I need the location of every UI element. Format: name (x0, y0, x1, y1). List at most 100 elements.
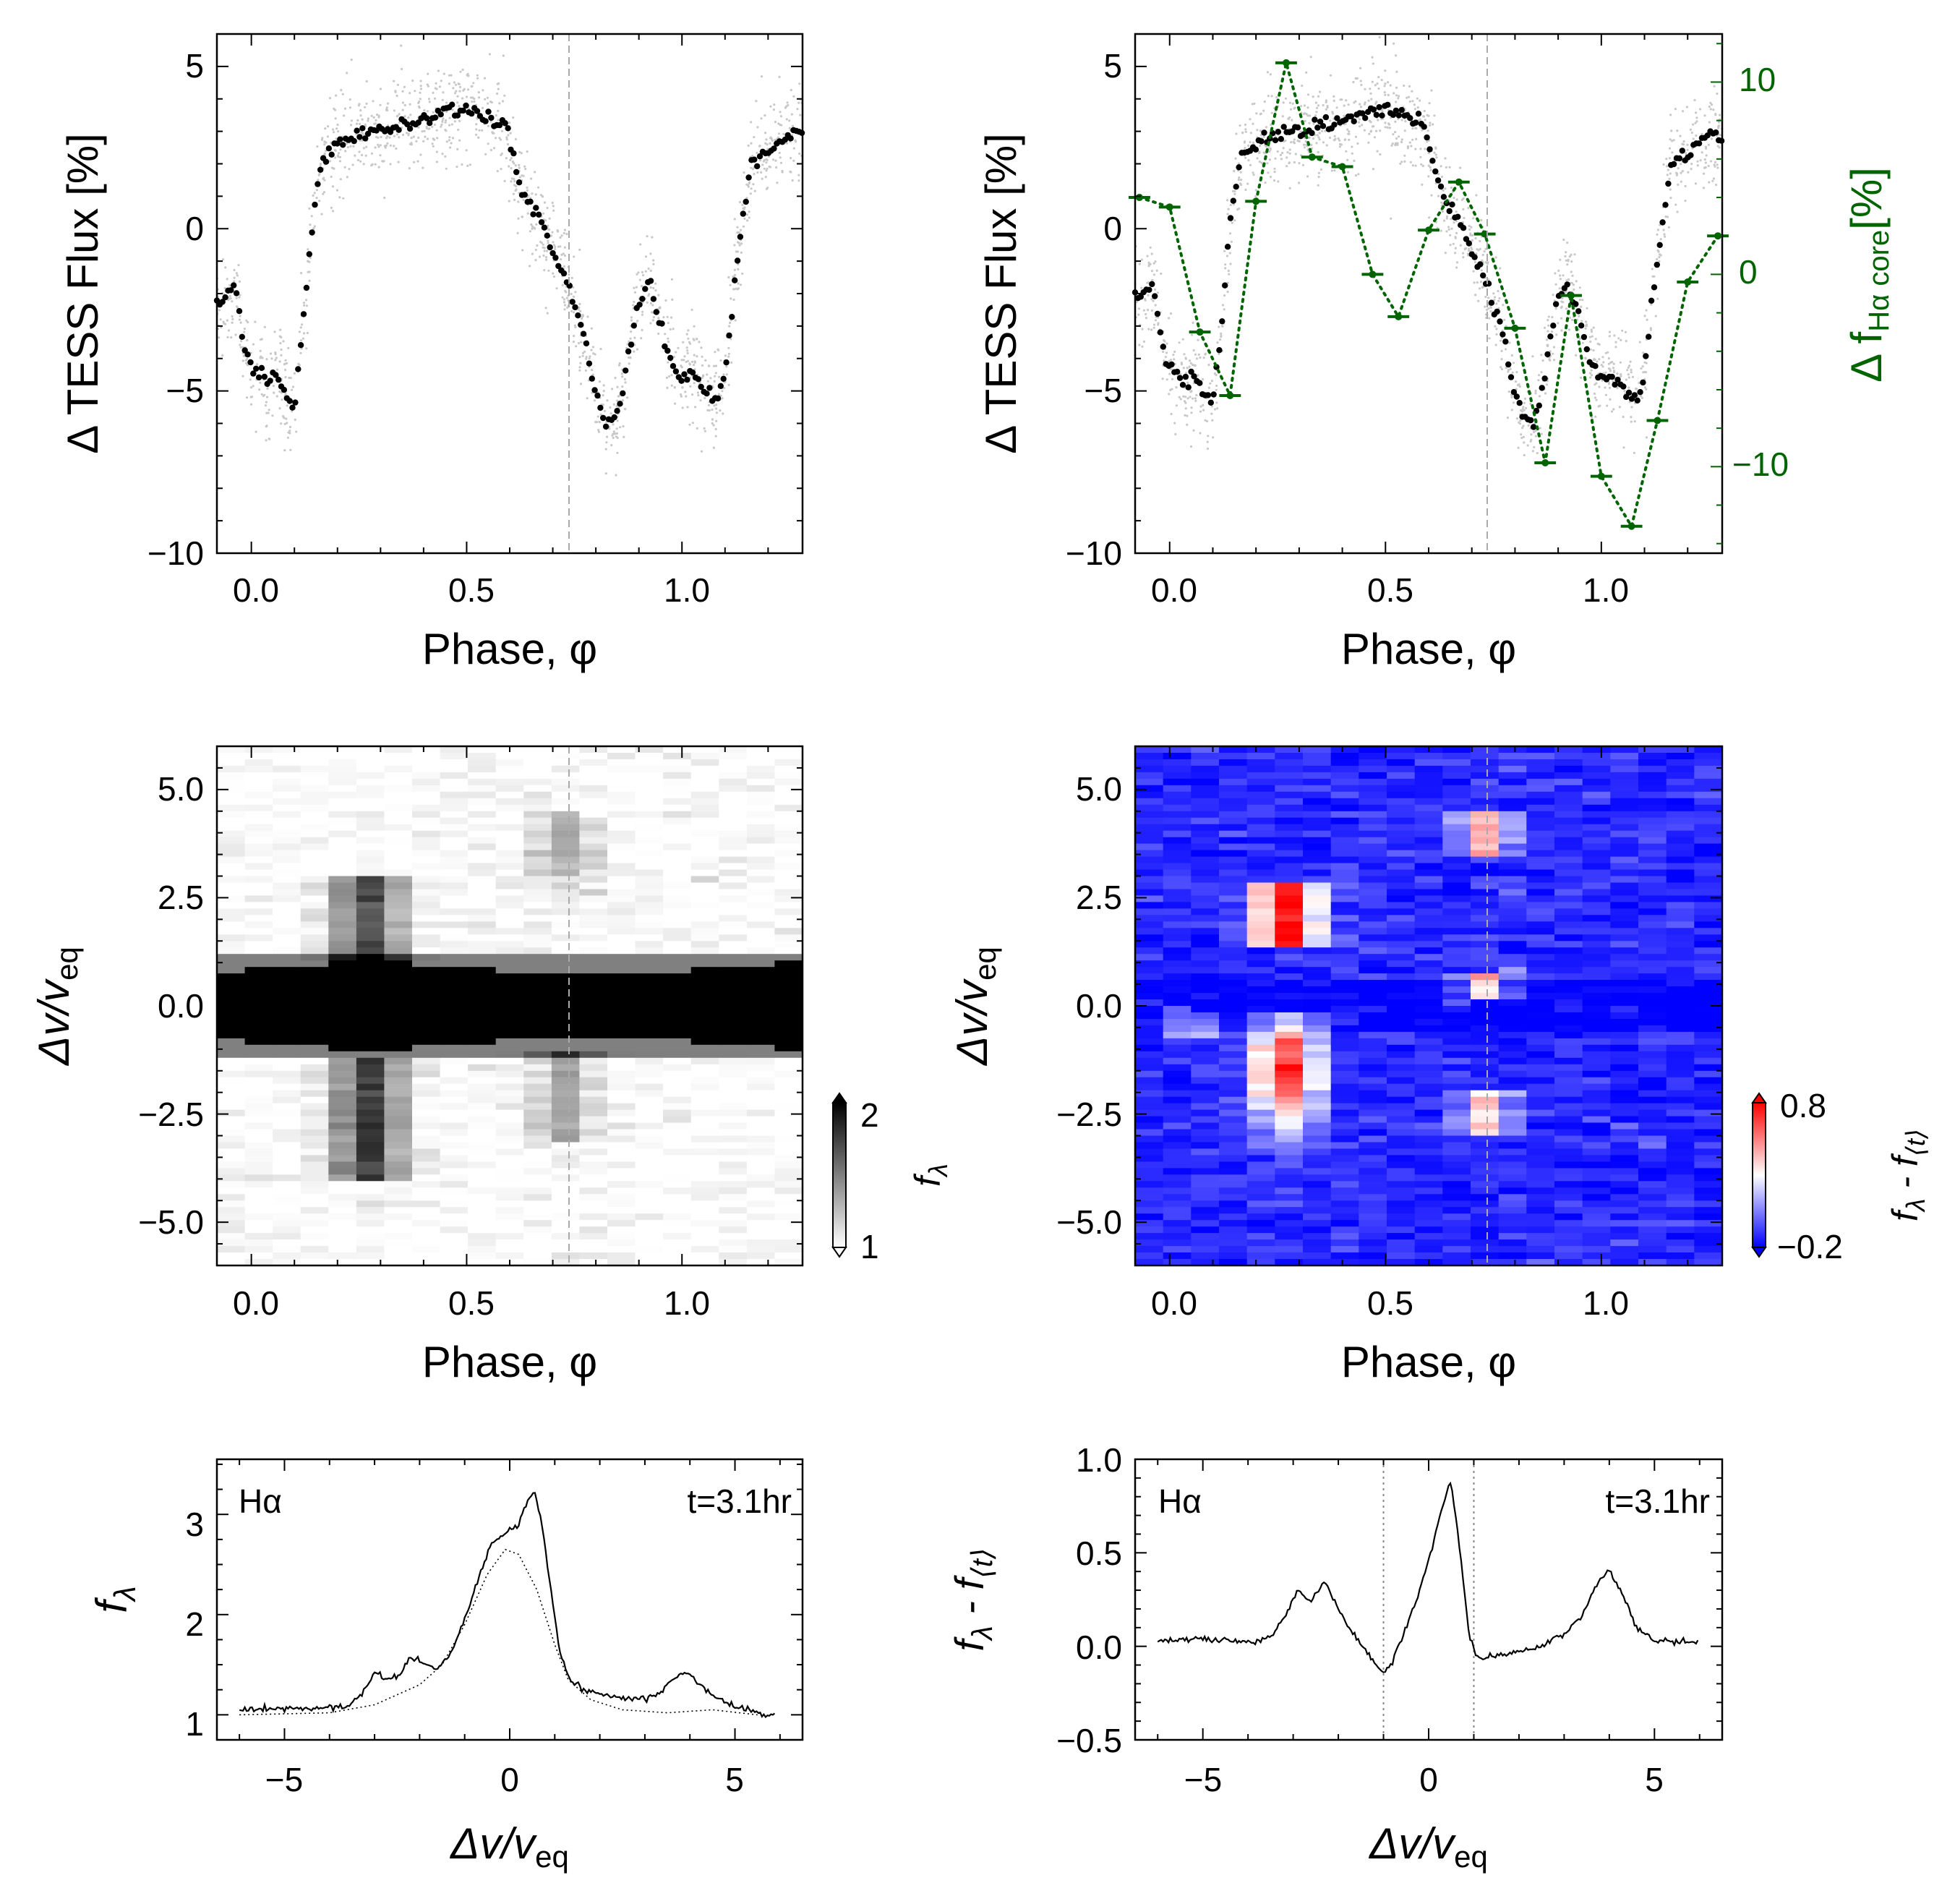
background-point (1244, 123, 1247, 127)
heatmap-cell (244, 753, 273, 760)
binned-point (1530, 424, 1537, 430)
heatmap-cell (356, 1129, 385, 1137)
background-point (1488, 317, 1491, 320)
background-point (1708, 181, 1711, 184)
background-point (275, 368, 279, 371)
background-point (736, 226, 739, 229)
heatmap-cell (356, 1168, 385, 1175)
heatmap-cell (273, 1220, 301, 1227)
background-point (1408, 100, 1411, 103)
heatmap-cell (579, 1233, 608, 1240)
heatmap-cell (273, 824, 301, 832)
heatmap-cell (607, 837, 636, 845)
background-point (386, 135, 389, 137)
heatmap-cell (468, 1200, 497, 1208)
heatmap-cell (217, 1006, 246, 1013)
background-point (1338, 145, 1341, 148)
background-point (1322, 141, 1325, 144)
heatmap-cell (663, 1239, 692, 1247)
heatmap-cell (690, 1200, 719, 1208)
heatmap-cell (579, 960, 608, 968)
heatmap-cell (384, 765, 413, 773)
background-point (1395, 137, 1398, 140)
background-point (1546, 344, 1549, 348)
heatmap-cell (356, 804, 385, 812)
background-point (386, 142, 389, 145)
background-point (503, 179, 506, 182)
background-point (379, 144, 382, 147)
heatmap-cell (663, 941, 692, 948)
heatmap-cell (495, 908, 524, 915)
background-point (1547, 315, 1550, 318)
heatmap-cell (635, 921, 664, 928)
background-point (641, 285, 643, 288)
heatmap-cell (244, 1064, 273, 1072)
binned-point (623, 367, 629, 374)
background-point (293, 372, 296, 375)
binned-point (1614, 376, 1621, 383)
heatmap-cell (551, 1077, 581, 1085)
background-point (227, 297, 231, 300)
heatmap-cell (300, 830, 329, 838)
background-point (1318, 132, 1321, 135)
background-point (1184, 400, 1186, 403)
binned-point (544, 232, 550, 239)
heatmap-cell (440, 1220, 469, 1227)
heatmap-cell (244, 1142, 273, 1150)
background-point (310, 215, 313, 218)
heatmap-cell (663, 856, 692, 864)
background-point (1614, 346, 1617, 349)
heatmap-cell (273, 973, 301, 981)
background-point (706, 380, 709, 383)
background-point (1357, 173, 1360, 176)
heatmap-cell (579, 1109, 608, 1117)
background-point (1411, 138, 1414, 141)
background-point (682, 341, 685, 343)
background-point (730, 361, 733, 364)
heatmap-cell (300, 785, 329, 793)
background-point (280, 354, 283, 357)
background-point (581, 351, 585, 354)
background-point (1212, 436, 1215, 439)
binned-point (247, 359, 254, 366)
heatmap-cell (300, 863, 329, 871)
heatmap-cell (607, 928, 636, 935)
background-point (1274, 135, 1277, 138)
heatmap-cell (384, 902, 413, 909)
background-point (1562, 274, 1565, 277)
heatmap-cell (579, 863, 608, 871)
heatmap-cell (328, 1259, 357, 1266)
background-point (552, 205, 555, 208)
background-point (1322, 103, 1325, 107)
heatmap-cell (440, 1194, 469, 1201)
background-point (510, 180, 513, 183)
background-point (624, 381, 627, 384)
heatmap-cell (412, 1168, 441, 1175)
background-point (223, 287, 226, 290)
heatmap-cell (579, 850, 608, 858)
background-point (1591, 374, 1593, 377)
background-point (359, 109, 362, 112)
background-point (273, 391, 275, 394)
background-point (238, 280, 241, 283)
heatmap-cell (356, 1200, 385, 1208)
background-point (687, 359, 690, 362)
heatmap-cell (579, 1239, 608, 1247)
binned-point (782, 136, 789, 143)
heatmap-cell (328, 1006, 357, 1013)
heatmap-cell (273, 843, 301, 851)
background-point (1213, 408, 1217, 411)
heatmap-cell (328, 1220, 357, 1227)
background-point (1604, 386, 1607, 389)
heatmap-cell (384, 1090, 413, 1098)
background-point (790, 113, 793, 116)
background-point (1252, 171, 1254, 174)
background-point (395, 133, 399, 136)
background-point (328, 97, 332, 100)
heatmap-cell (746, 1064, 776, 1072)
background-point (693, 382, 696, 385)
background-point (346, 176, 348, 179)
heatmap-cell (551, 960, 581, 968)
background-point (503, 94, 506, 97)
background-point (1411, 164, 1414, 167)
